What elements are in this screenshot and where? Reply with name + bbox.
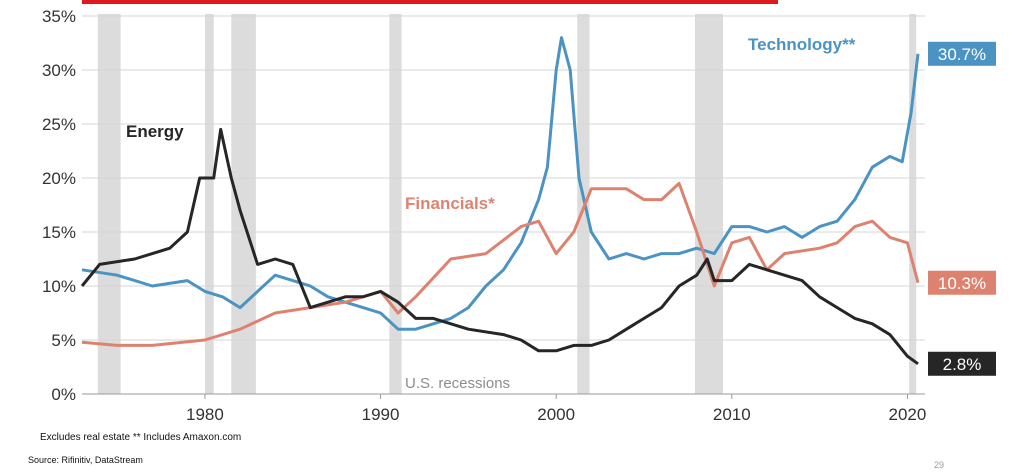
sector-weight-chart: 0% 5% 10% 15% 20% 25% 30% 35% 1980 1990 2000 2010 2… xyxy=(42,0,996,424)
badge-background xyxy=(928,270,996,295)
series-lines xyxy=(80,36,920,366)
x-tick-label: 1980 xyxy=(186,405,224,424)
recession-band-0 xyxy=(97,14,121,394)
gridlines xyxy=(82,15,925,341)
x-tick-label: 2010 xyxy=(713,405,751,424)
badge-value: 10.3% xyxy=(938,274,986,293)
end-value-badge: 2.8% xyxy=(928,351,996,376)
end-value-badges: 30.7% 10.3% 2.8% xyxy=(928,41,996,376)
recession-band-5 xyxy=(694,14,724,394)
badge-value: 2.8% xyxy=(943,355,982,374)
footnote: Excludes real estate ** Includes Amaxon.… xyxy=(40,432,242,443)
y-axis-ticks: 0% 5% 10% 15% 20% 25% 30% 35% xyxy=(42,7,76,404)
y-tick-label: 20% xyxy=(42,169,76,188)
y-tick-label: 15% xyxy=(42,223,76,242)
badge-background xyxy=(928,351,996,376)
badge-background xyxy=(928,41,996,66)
x-tick-label: 1990 xyxy=(362,405,400,424)
series-label-energy: Energy xyxy=(126,122,184,141)
y-tick-label: 10% xyxy=(42,277,76,296)
badge-value: 30.7% xyxy=(938,45,986,64)
series-label-financials: Financials* xyxy=(405,194,495,213)
y-tick-label: 0% xyxy=(51,385,76,404)
recession-label: U.S. recessions xyxy=(405,375,510,392)
x-tick-label: 2000 xyxy=(537,405,575,424)
y-tick-label: 35% xyxy=(42,7,76,26)
y-tick-label: 25% xyxy=(42,115,76,134)
series-line-energy xyxy=(80,127,919,366)
x-tick-label: 2020 xyxy=(889,405,927,424)
page-number: 29 xyxy=(934,460,945,470)
y-tick-label: 30% xyxy=(42,61,76,80)
source-note: Source: Rifinitiv, DataStream xyxy=(28,455,143,465)
series-line-technology xyxy=(81,36,920,331)
series-label-technology: Technology** xyxy=(748,35,856,54)
recession-band-2 xyxy=(231,14,256,394)
end-value-badge: 30.7% xyxy=(928,41,996,66)
recession-band-3 xyxy=(389,14,402,394)
x-axis-ticks: 1980 1990 2000 2010 2020 xyxy=(186,394,926,424)
y-tick-label: 5% xyxy=(51,331,76,350)
recession-bands xyxy=(97,14,917,394)
recession-band-1 xyxy=(204,14,214,394)
series-line-financials xyxy=(81,181,920,347)
end-value-badge: 10.3% xyxy=(928,270,996,295)
recession-band-6 xyxy=(909,14,917,394)
